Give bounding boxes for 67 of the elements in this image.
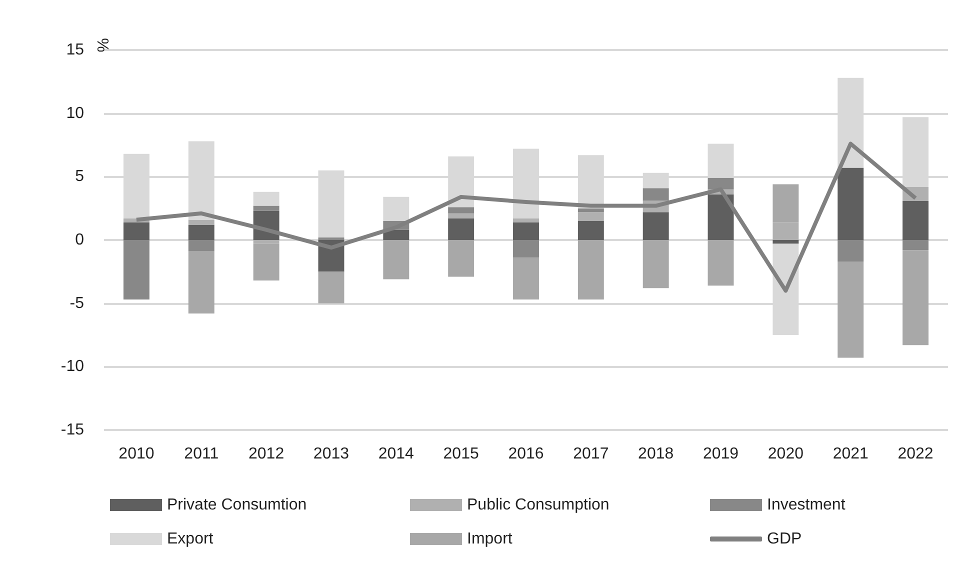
bar [318, 272, 344, 304]
bar [188, 224, 214, 240]
bar [448, 218, 474, 240]
bar [902, 240, 929, 250]
bar [902, 200, 929, 240]
bar [383, 230, 410, 240]
y-tick-label: 10 [66, 104, 84, 122]
bar [708, 178, 734, 190]
y-tick-label: 0 [75, 232, 84, 248]
legend-label: Export [167, 530, 214, 548]
bar [578, 212, 604, 221]
legend-label: Private Consumtion [167, 496, 307, 514]
bar [578, 221, 604, 240]
y-tick-label: -5 [70, 294, 84, 312]
bar [253, 244, 280, 281]
legend-label: Import [467, 530, 513, 548]
bar [188, 220, 214, 225]
x-tick-label: 2017 [573, 446, 609, 462]
x-tick-label: 2020 [768, 446, 804, 462]
x-tick-label: 2012 [248, 446, 284, 462]
legend-label: Investment [767, 496, 846, 514]
y-tick-label: 15 [66, 42, 84, 58]
bar [513, 222, 539, 240]
bar [838, 262, 864, 358]
bar [902, 250, 929, 346]
bar [642, 240, 669, 288]
line-series [134, 142, 918, 293]
legend-label: GDP [767, 530, 802, 548]
bar [513, 258, 539, 300]
bar [708, 194, 734, 240]
y-axis-title: % [96, 38, 112, 52]
bar [838, 168, 864, 240]
bar [253, 192, 280, 206]
x-tick-label: 2015 [443, 446, 479, 462]
bar [578, 240, 604, 300]
bar [448, 213, 474, 218]
y-tick-label: -10 [60, 358, 84, 376]
x-tick-label: 2018 [638, 446, 674, 462]
bar [642, 212, 669, 240]
bar [513, 218, 539, 222]
bar [123, 240, 150, 300]
x-tick-label: 2014 [378, 446, 414, 462]
bar [578, 208, 604, 212]
bar [838, 240, 864, 262]
bar [513, 240, 539, 258]
bar [448, 240, 474, 277]
bar [708, 240, 734, 286]
bar [642, 188, 669, 201]
y-tick-label: -15 [60, 422, 84, 438]
bar [188, 251, 214, 314]
x-tick-label: 2021 [832, 446, 869, 462]
bar [318, 237, 344, 240]
bar [253, 206, 280, 211]
bar [123, 222, 150, 240]
x-tick-label: 2011 [184, 446, 219, 462]
bar [772, 240, 799, 244]
bar [188, 240, 214, 252]
x-tick-label: 2013 [313, 446, 350, 462]
bar [383, 196, 410, 221]
legend-label: Public Consumption [467, 496, 610, 514]
bar [448, 207, 474, 214]
x-tick-label: 2016 [508, 446, 544, 462]
x-tick-label: 2019 [702, 446, 739, 462]
y-tick-label: 5 [75, 168, 84, 186]
x-tick-label: 2022 [898, 446, 934, 462]
bar [383, 240, 410, 280]
x-tick-label: 2010 [118, 446, 154, 462]
